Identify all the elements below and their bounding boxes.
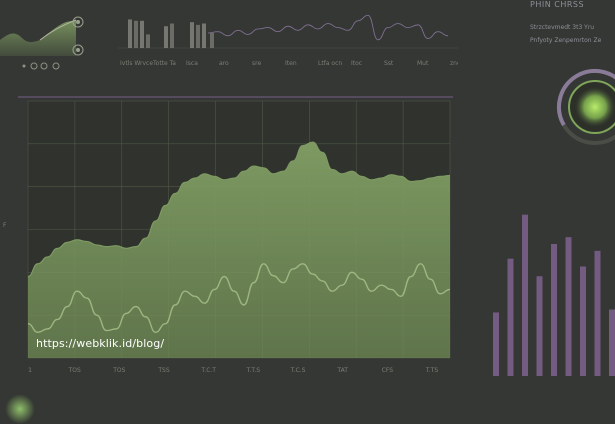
right-header: PHIN CHRSS Strzctevmedt 3t3 Yru Pnfyoty … — [530, 0, 615, 50]
right-bar — [580, 266, 586, 376]
mini-control-icons[interactable] — [22, 62, 60, 70]
top-bar — [210, 33, 214, 48]
mini-sparkline-line — [39, 19, 77, 41]
mini-sparkline-area — [0, 20, 76, 56]
node-icon-top-dot — [76, 20, 80, 24]
series-2-line — [27, 263, 451, 334]
top-bar-label: aro — [219, 60, 229, 67]
series-1-line — [27, 141, 451, 278]
top-bar-label: Mut — [417, 60, 429, 67]
url-label[interactable]: https://webklik.id/blog/ — [36, 337, 165, 350]
x-tick-label: TOS — [112, 367, 125, 374]
top-bar-label: Ivtls Wrvce — [120, 60, 153, 67]
main-area-chart: 1 TOS TOS TSS T.C.T T.T.S T.C.S TAT CFS T.TS — [18, 96, 453, 374]
top-bar — [146, 34, 150, 48]
top-bar — [190, 22, 194, 48]
top-bar-label: Isca — [186, 60, 198, 67]
node-icon-bottom-dot — [76, 48, 80, 52]
top-bar — [164, 26, 168, 48]
right-bar — [522, 214, 528, 376]
donut-gauge — [557, 69, 615, 145]
node-icon-top[interactable] — [72, 16, 84, 28]
x-tick-label: T.C.T — [200, 367, 216, 374]
top-bar-label: zne — [450, 60, 458, 67]
top-bars-chart: Ivtls Wrvce Totte Ta Isca aro sre Iten Ltfa oc… — [118, 14, 461, 67]
x-tick-label: TOS — [68, 367, 81, 374]
top-bar — [140, 20, 144, 48]
top-bar-label: Sst — [384, 60, 394, 67]
panel-subtitle-2: Pnfyoty Zenpemrton Ze — [530, 37, 602, 44]
x-tick-label: T.T.S — [246, 367, 261, 374]
top-bar — [202, 23, 206, 48]
panel-subtitle-1: Strzctevmedt 3t3 Yru — [530, 24, 595, 31]
series-1-area — [28, 142, 450, 358]
main-area-chart-panel: 1 TOS TOS TSS T.C.T T.T.S T.C.S TAT CFS T.TS — [18, 95, 453, 380]
top-bar-label: Ltfa ocn — [318, 60, 342, 67]
x-tick-label: TAT — [336, 367, 348, 374]
right-bar — [565, 237, 572, 376]
mini-chart-panel — [0, 0, 100, 80]
x-tick-label: CFS — [382, 367, 394, 374]
node-icon-bottom[interactable] — [72, 44, 84, 56]
x-tick-label: TSS — [157, 367, 169, 374]
x-tick-label: 1 — [28, 367, 32, 374]
top-bar — [196, 24, 200, 48]
right-bars-panel — [485, 200, 615, 380]
top-bar-label: Iten — [285, 60, 297, 67]
right-bar — [551, 244, 557, 376]
right-bar — [536, 276, 543, 376]
right-bars-chart — [493, 214, 615, 376]
donut-progress-arc — [557, 69, 615, 145]
y-tick-label: F — [3, 222, 7, 229]
right-bar — [493, 312, 499, 376]
donut-gauge-panel — [548, 60, 615, 155]
panel-title: PHIN CHRSS — [530, 0, 585, 9]
top-line-series — [207, 14, 449, 41]
top-bars-panel: Ivtls Wrvce Totte Ta Isca aro sre Iten Ltfa oc… — [118, 10, 461, 72]
top-bar-label: Itoc — [351, 60, 362, 67]
bottom-glow-indicator — [5, 394, 35, 424]
mini-sparkline — [0, 16, 84, 70]
top-bar-label: sre — [252, 60, 261, 67]
right-bar — [507, 258, 514, 376]
top-bar — [128, 19, 132, 48]
right-bar — [609, 309, 615, 376]
top-bar — [134, 20, 138, 48]
right-bar — [594, 250, 601, 376]
x-tick-label: T.TS — [425, 367, 439, 374]
x-tick-label: T.C.S — [290, 367, 306, 374]
donut-core-glow — [575, 87, 615, 127]
top-bar-label: Totte Ta — [152, 60, 176, 67]
top-bar — [170, 23, 174, 48]
